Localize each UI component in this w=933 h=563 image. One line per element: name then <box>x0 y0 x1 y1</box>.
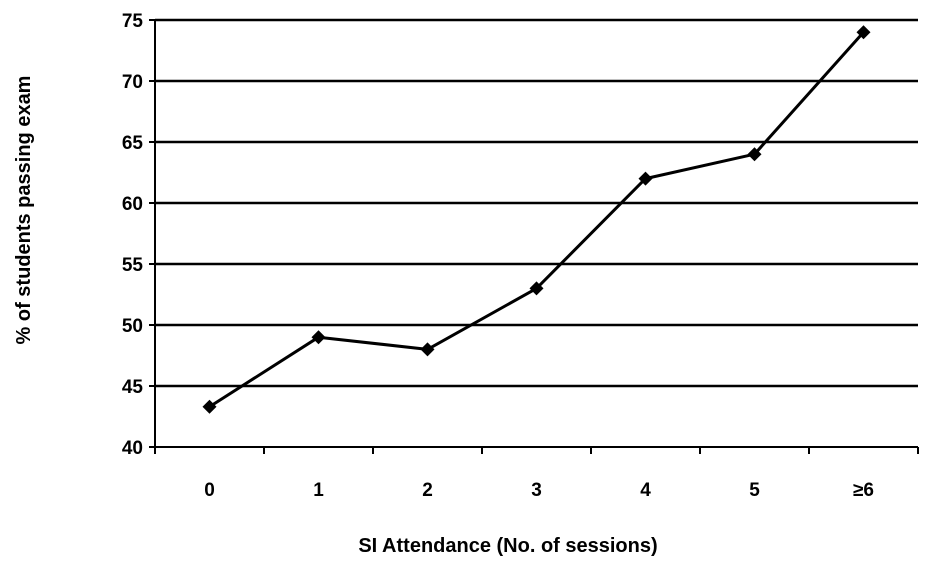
y-tick-label: 50 <box>122 316 143 337</box>
axes <box>149 19 919 454</box>
y-tick-label: 40 <box>122 438 143 459</box>
y-tick-label: 55 <box>122 255 144 276</box>
data-point-marker <box>856 25 871 40</box>
data-point-marker <box>747 147 762 162</box>
x-tick-label: 0 <box>204 480 215 501</box>
data-point-marker <box>529 281 544 296</box>
y-tick-label: 60 <box>122 194 143 215</box>
x-tick-label: 2 <box>422 480 433 501</box>
x-tick-label: 1 <box>313 480 324 501</box>
y-axis-title: % of students passing exam <box>13 76 35 345</box>
x-tick-label: 3 <box>531 480 542 501</box>
data-point-marker <box>420 342 435 357</box>
y-tick-label: 75 <box>122 11 144 32</box>
series-line <box>208 31 865 409</box>
x-axis-title: SI Attendance (No. of sessions) <box>358 535 657 557</box>
y-tick-label: 70 <box>122 72 143 93</box>
gridlines <box>155 18 918 388</box>
y-tick-label: 45 <box>122 377 144 398</box>
x-tick-label: 5 <box>749 480 760 501</box>
data-point-marker <box>311 330 326 345</box>
data-point-marker <box>638 171 653 186</box>
data-series <box>202 25 871 414</box>
x-tick-label: ≥6 <box>853 480 874 501</box>
x-tick-label: 4 <box>640 480 651 501</box>
data-point-marker <box>202 399 217 414</box>
y-tick-label: 65 <box>122 133 144 154</box>
